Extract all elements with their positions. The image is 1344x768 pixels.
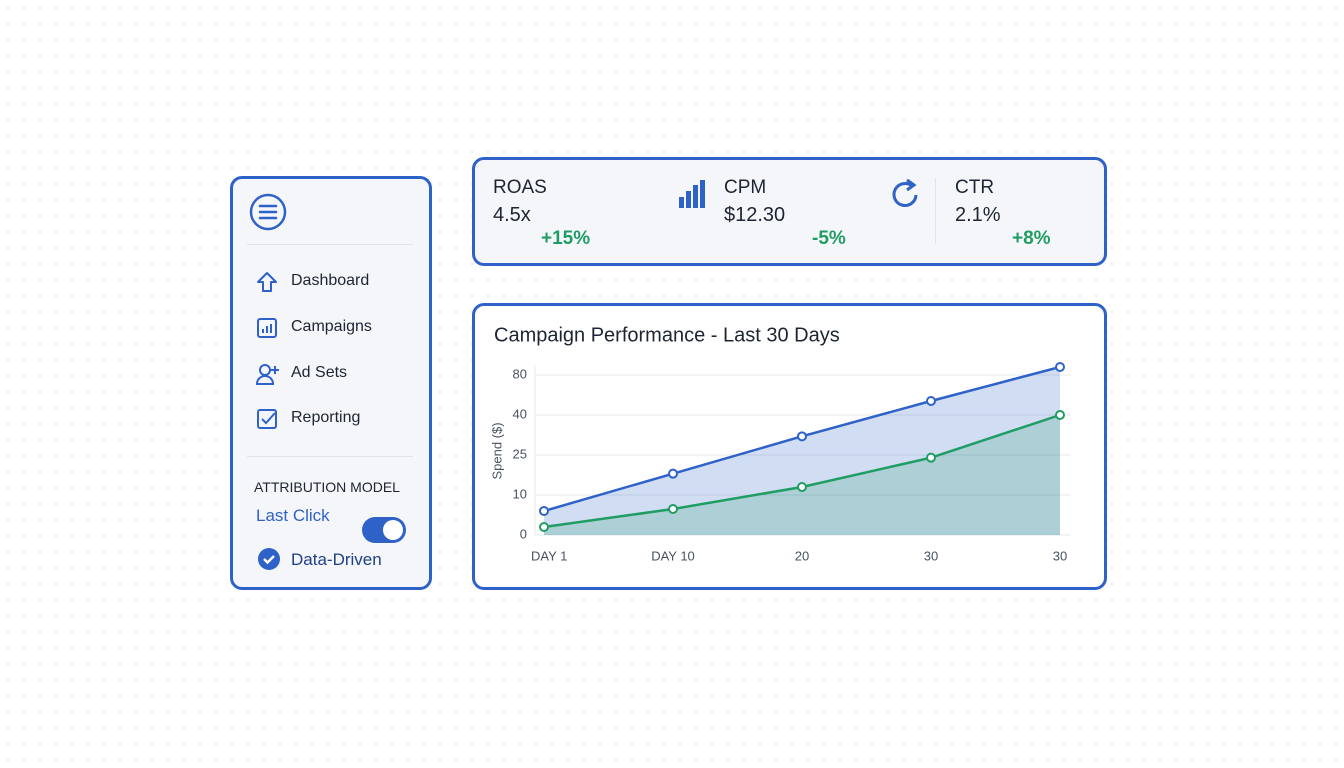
toggle[interactable] bbox=[361, 516, 407, 544]
kpi-change: -5% bbox=[812, 228, 846, 249]
refresh-icon bbox=[892, 178, 918, 207]
point bbox=[1055, 362, 1065, 372]
nav-item[interactable]: Campaigns bbox=[291, 318, 372, 335]
kpi-change: +15% bbox=[541, 228, 591, 249]
y-tick-label: 40 bbox=[513, 406, 527, 421]
y-tick-label: 10 bbox=[513, 486, 527, 501]
x-tick-label: DAY 10 bbox=[651, 548, 695, 563]
kpi-value: 4.5x bbox=[493, 204, 531, 226]
nav-item[interactable]: Reporting bbox=[291, 409, 361, 426]
divider bbox=[935, 178, 936, 244]
point bbox=[539, 506, 549, 516]
divider bbox=[247, 456, 413, 457]
option[interactable]: Last Click bbox=[256, 506, 330, 525]
kpi-label: ROAS bbox=[493, 177, 547, 198]
chart-card bbox=[472, 303, 1107, 590]
x-tick-label: 30 bbox=[1053, 548, 1067, 563]
kpi-change: +8% bbox=[1012, 228, 1051, 249]
y-tick-label: 25 bbox=[513, 446, 527, 461]
y-tick-label: 0 bbox=[520, 526, 527, 541]
point bbox=[926, 396, 936, 406]
x-tick-label: 20 bbox=[795, 548, 809, 563]
chart: Campaign Performance - Last 30 Days Spen… bbox=[489, 324, 1071, 563]
kpi-value: 2.1% bbox=[955, 204, 1001, 226]
y-tick-label: 80 bbox=[513, 366, 527, 381]
point bbox=[668, 504, 678, 514]
area bbox=[544, 415, 1060, 535]
campaigns-icon bbox=[257, 318, 277, 338]
area bbox=[544, 367, 1060, 535]
point bbox=[797, 431, 807, 442]
point bbox=[539, 522, 549, 532]
nav-item[interactable]: Ad Sets bbox=[291, 364, 348, 381]
kpi-label: CPM bbox=[724, 177, 767, 198]
reporting-icon bbox=[257, 409, 277, 429]
kpi-card bbox=[472, 157, 1107, 266]
x-tick-label: 30 bbox=[924, 548, 938, 563]
divider bbox=[247, 244, 413, 245]
point bbox=[668, 468, 678, 479]
check-icon bbox=[258, 548, 280, 570]
dashboard-icon bbox=[257, 272, 277, 292]
chart-title: Campaign Performance - Last 30 Days bbox=[494, 324, 840, 346]
option[interactable]: Data-Driven bbox=[291, 550, 382, 569]
kpi-value: $12.30 bbox=[724, 204, 786, 226]
point bbox=[797, 482, 807, 492]
point bbox=[1055, 410, 1065, 420]
point bbox=[926, 452, 936, 463]
menu-icon[interactable] bbox=[249, 193, 289, 233]
bar-icon bbox=[679, 180, 705, 208]
kpi-label: CTR bbox=[955, 177, 995, 198]
section-title: ATTRIBUTION MODEL bbox=[254, 479, 400, 495]
adsets-icon bbox=[255, 364, 279, 385]
y-axis-label: Spend ($) bbox=[489, 422, 504, 479]
nav-item[interactable]: Dashboard bbox=[291, 272, 370, 289]
x-tick-label: DAY 1 bbox=[531, 548, 567, 563]
